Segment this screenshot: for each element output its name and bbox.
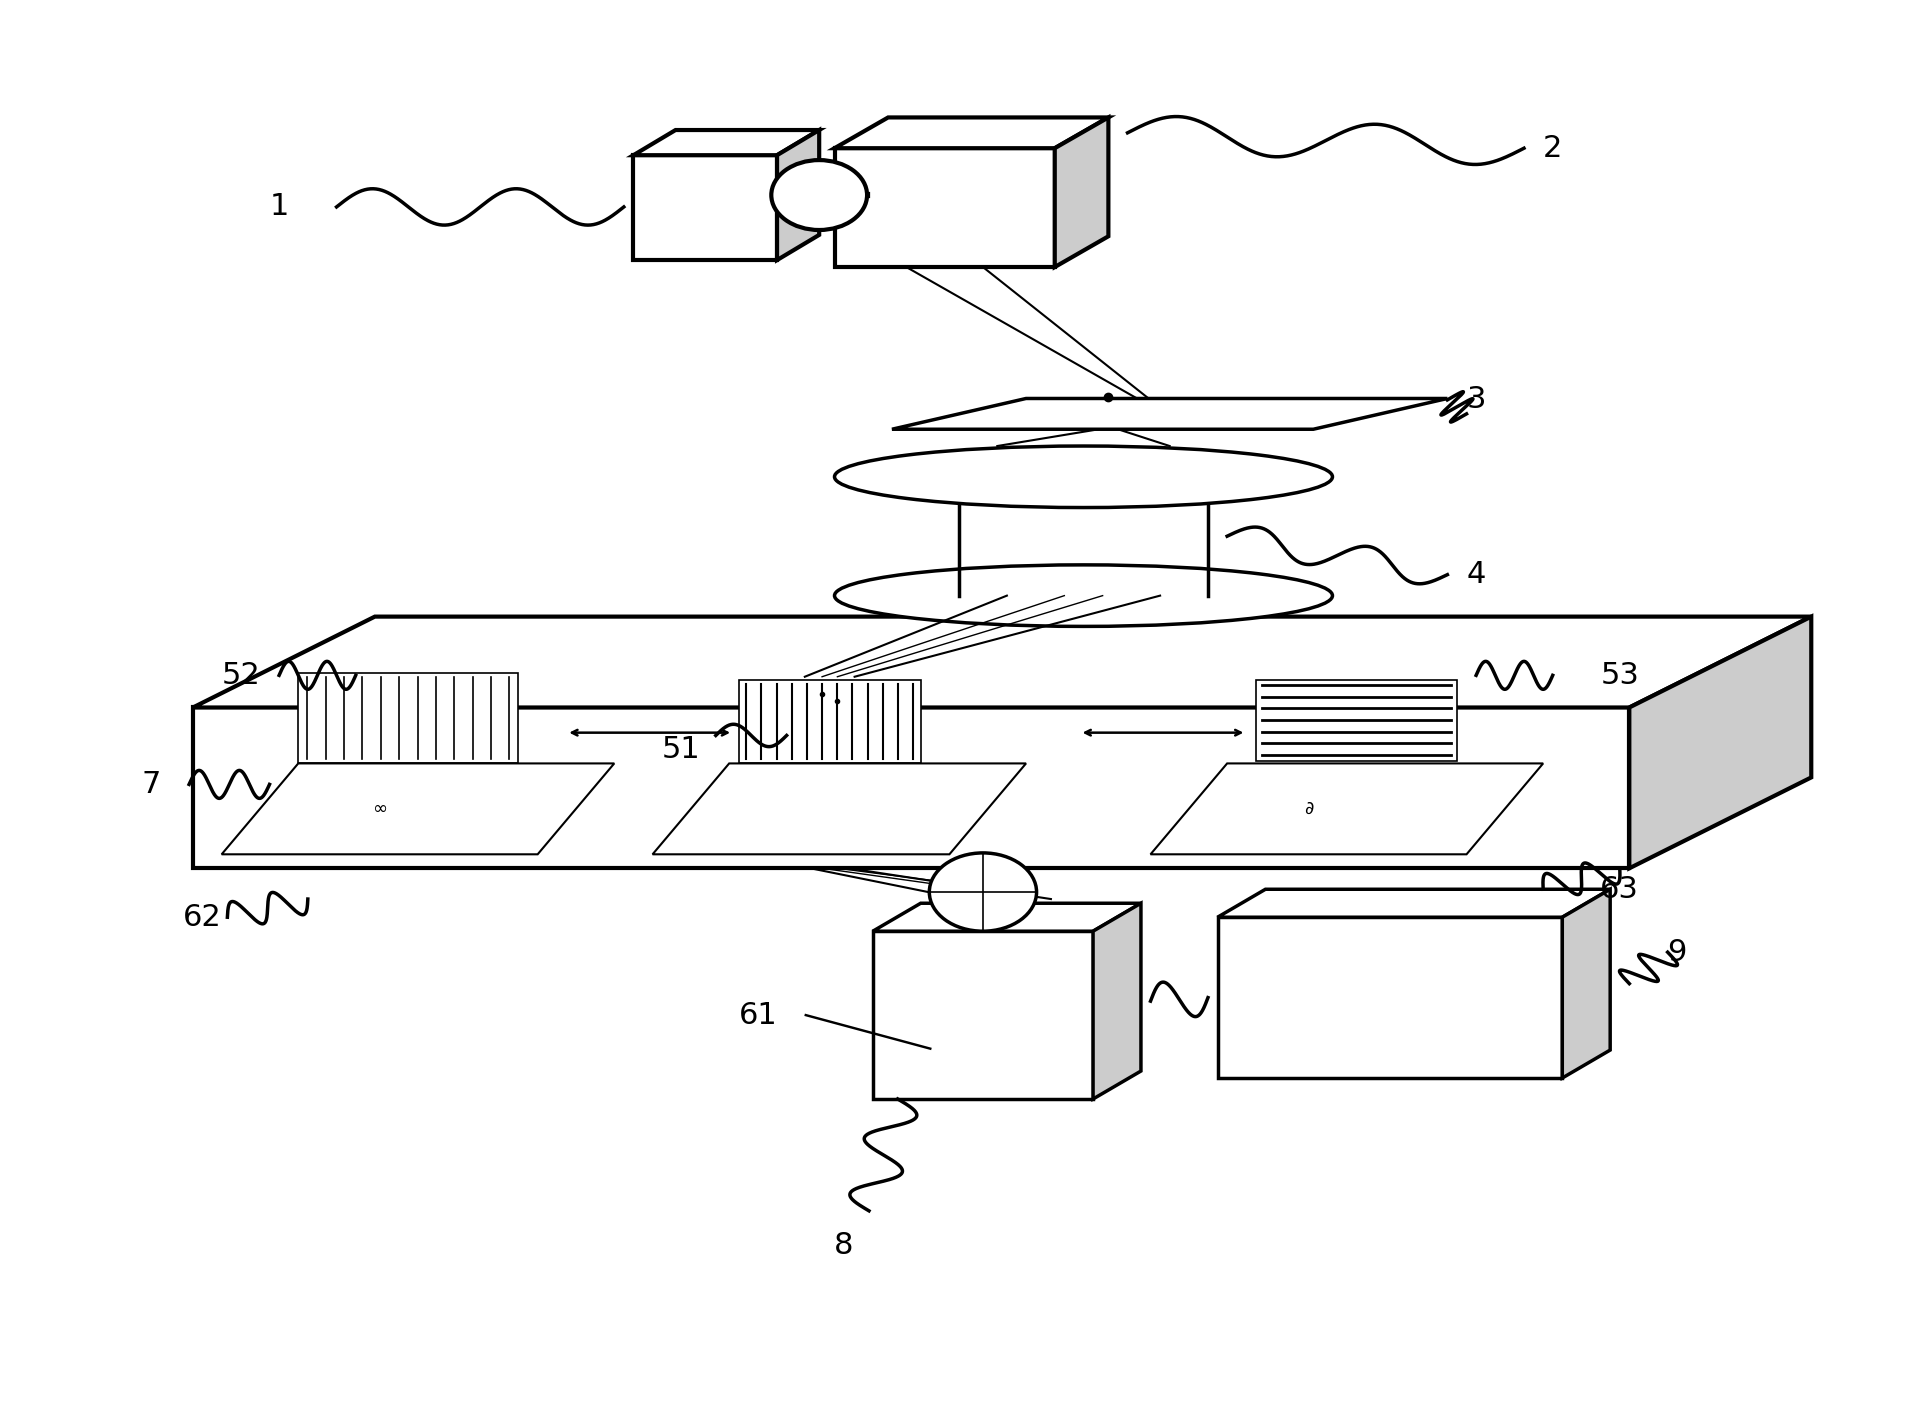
Text: ∂: ∂	[1304, 800, 1314, 818]
Text: 7: 7	[142, 771, 161, 799]
Polygon shape	[222, 764, 614, 855]
Polygon shape	[1218, 918, 1563, 1077]
Polygon shape	[892, 398, 1448, 429]
Text: 9: 9	[1667, 937, 1688, 967]
Text: 61: 61	[738, 1000, 777, 1030]
Polygon shape	[1093, 904, 1141, 1098]
Polygon shape	[1218, 890, 1611, 918]
Circle shape	[771, 160, 867, 230]
Polygon shape	[873, 904, 1141, 932]
Polygon shape	[194, 708, 1628, 869]
Polygon shape	[1256, 679, 1458, 761]
Text: 4: 4	[1467, 560, 1486, 590]
Text: 2: 2	[1544, 133, 1563, 163]
Text: ∞: ∞	[372, 800, 387, 818]
Polygon shape	[834, 149, 1055, 268]
Circle shape	[930, 853, 1036, 932]
Polygon shape	[1055, 118, 1109, 268]
Polygon shape	[1628, 616, 1811, 869]
Polygon shape	[194, 616, 1811, 708]
Polygon shape	[652, 764, 1026, 855]
Text: 63: 63	[1600, 874, 1640, 904]
Text: 52: 52	[221, 661, 261, 689]
Polygon shape	[1151, 764, 1544, 855]
Ellipse shape	[834, 565, 1333, 626]
Text: 51: 51	[662, 736, 700, 764]
Text: 53: 53	[1600, 661, 1640, 689]
Text: 62: 62	[182, 902, 222, 932]
Polygon shape	[834, 118, 1109, 149]
Text: 3: 3	[1467, 385, 1486, 415]
Polygon shape	[777, 130, 819, 261]
Polygon shape	[633, 156, 777, 261]
Polygon shape	[738, 679, 921, 764]
Polygon shape	[297, 672, 518, 764]
Ellipse shape	[834, 446, 1333, 507]
Polygon shape	[633, 130, 819, 156]
Text: 8: 8	[834, 1231, 854, 1261]
Polygon shape	[873, 932, 1093, 1098]
Text: 1: 1	[269, 192, 290, 221]
Polygon shape	[1563, 890, 1611, 1077]
